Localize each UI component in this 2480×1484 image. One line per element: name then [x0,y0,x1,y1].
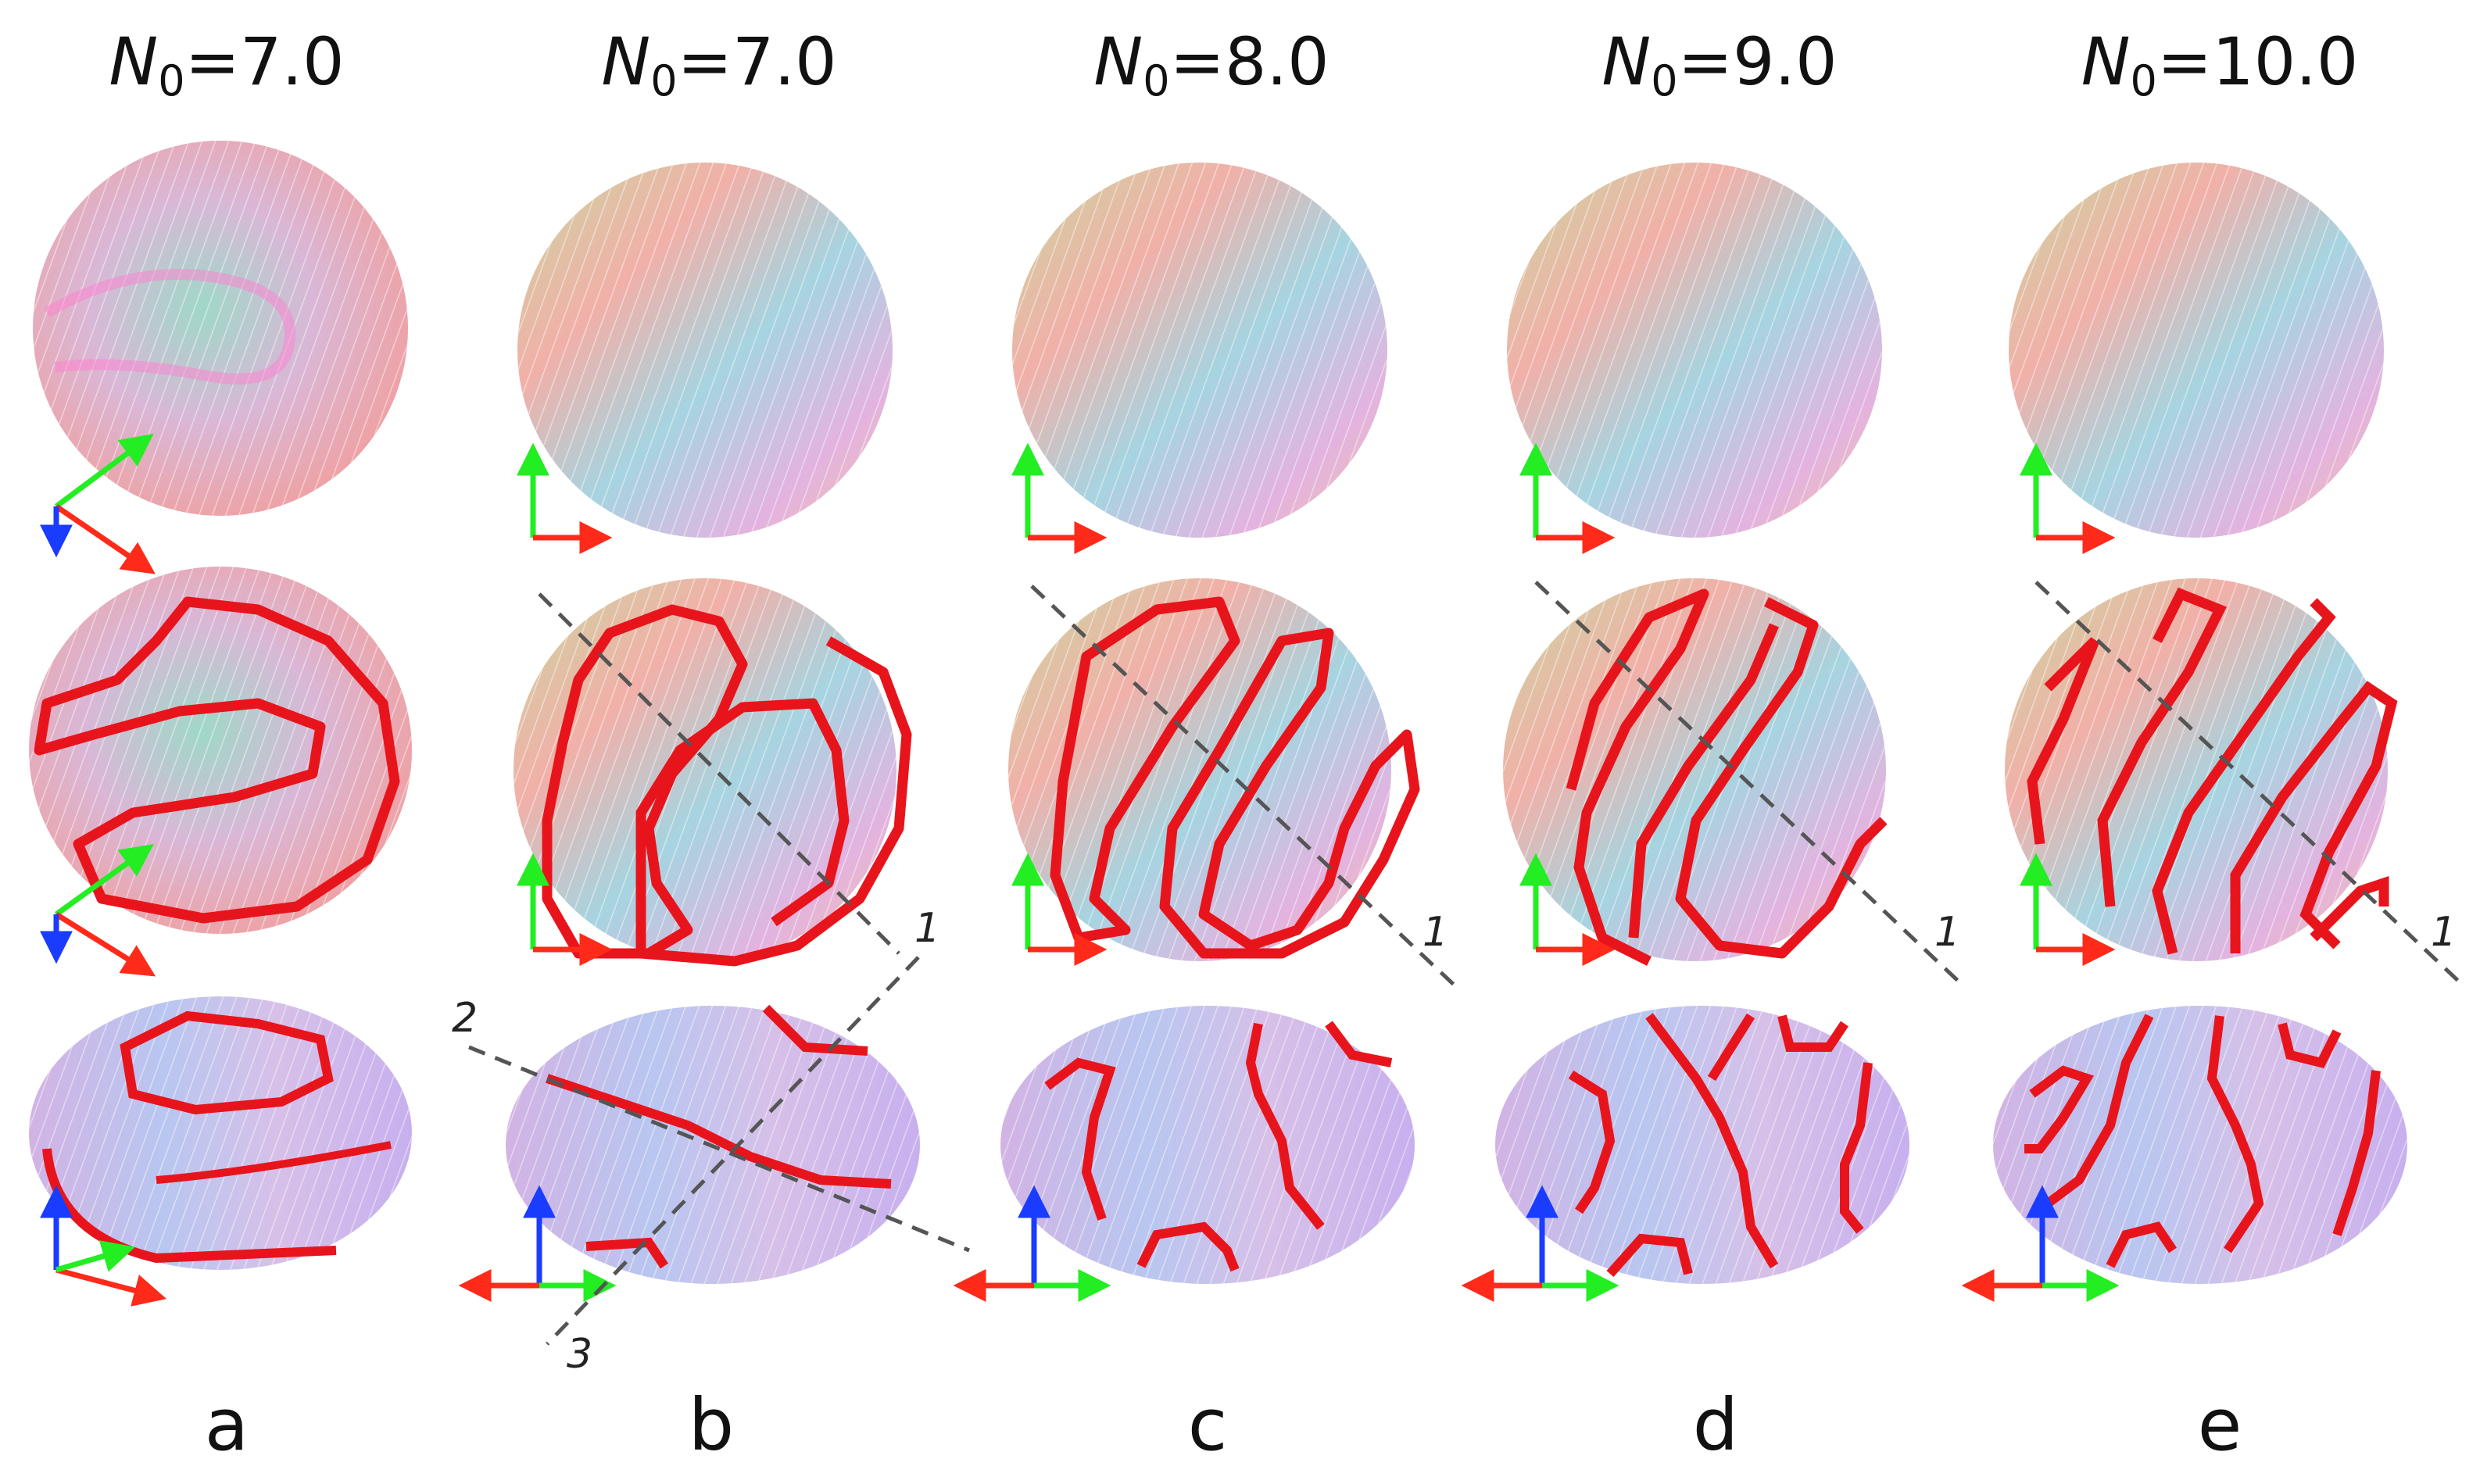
defect-line [2230,681,2398,953]
defect-line [1568,1070,1616,1214]
panel-e-top [2009,163,2384,538]
defect-line [2024,1065,2094,1153]
defect-loop [635,636,912,967]
panel-a-middle [29,567,412,934]
panel-d-top [1507,163,1882,538]
column-title-d: N0=9.0 [1601,23,1838,105]
panel-a-bottom [29,996,412,1270]
defect-line [156,1141,392,1184]
defect-line [1136,1221,1240,1272]
axes-b [458,442,617,1302]
panel-e-bottom [1993,1006,2407,1284]
defect-line [1628,623,1779,939]
column-label-a: a [204,1383,249,1467]
defect-line [2106,1221,2177,1268]
defect-line [1645,1013,1779,1269]
cut-lines [468,581,2460,1346]
line-label-1-c: 1 [1423,909,1448,956]
defect-loop [542,604,748,959]
column-title-e: N0=10.0 [2081,23,2359,105]
column-title-a: N0=7.0 [109,23,345,105]
panel-b-middle [514,578,912,967]
defect-line [585,1237,668,1269]
defect-line [2310,875,2389,942]
panel-d-bottom [1495,1006,1909,1284]
line-label-1-d: 1 [1934,909,1960,956]
panel-d-middle [1503,578,1888,966]
defect-line [1044,1057,1116,1221]
defect-loop [1050,596,1240,943]
column-label-b: b [688,1383,735,1467]
defect-line [2045,1014,2154,1207]
defect-line [1245,1022,1325,1230]
defect-line [2097,587,2227,907]
axes-d [1461,442,1619,1302]
panel-c-top [1012,163,1387,538]
defect-line [2278,1022,2342,1068]
panel-e-middle [2005,578,2398,961]
defect-line [1777,1014,1848,1052]
defect-line [1707,1013,1755,1082]
line-label-1-e: 1 [2431,909,2457,956]
defect-line [2152,598,2336,955]
column-title-c: N0=8.0 [1093,23,1329,105]
defect-line [762,1004,868,1056]
cut-line-labels: 1 1 1 1 2 3 [452,905,2457,1378]
panel-c-middle [1008,578,1420,961]
line-label-1-b: 1 [914,905,940,952]
defect-loop [1159,628,1420,959]
column-label-e: e [2197,1383,2242,1467]
panel-b-top [517,163,893,538]
defect-line [1566,588,1709,966]
axes-c [953,442,1111,1302]
defect-line [1606,1233,1693,1277]
column-title-b: N0=7.0 [601,23,837,105]
defect-line [2332,1070,2381,1236]
axes-e [1961,442,2120,1302]
axes-a [40,433,167,1307]
column-label-c: c [1187,1383,1228,1467]
defect-line [1325,1021,1393,1067]
defect-line [1675,597,1888,959]
defect-line [2027,637,2100,845]
defect-loop [120,1010,334,1115]
defect-line [2206,1015,2264,1253]
defect-line [546,1074,892,1189]
line-label-3: 3 [567,1331,592,1378]
defect-line [42,1148,337,1264]
panel-c-bottom [1000,1006,1415,1284]
panel-a-top [33,141,408,516]
line-label-2: 2 [452,995,478,1042]
defect-line [1840,1062,1873,1234]
column-label-d: d [1692,1383,1739,1467]
defect-loop [34,596,400,924]
